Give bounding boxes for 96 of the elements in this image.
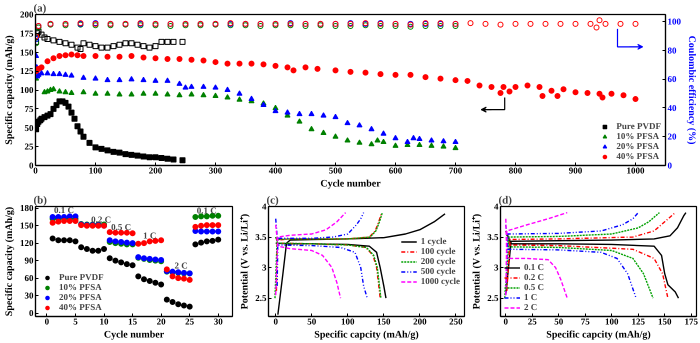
y-tick-label: 50: [24, 122, 34, 133]
annotation: 0.1 C: [196, 206, 217, 216]
x-tick-label: 150: [377, 316, 392, 326]
y-axis-title: Specific capacity (mAh/g): [4, 206, 15, 316]
legend-label: 2 C: [524, 302, 538, 312]
y2-tick-label: 80: [668, 45, 677, 56]
legend-label: 1000 cycle: [420, 276, 460, 286]
y2-tick-label: 20: [668, 132, 677, 142]
x-tick-label: 100: [341, 316, 356, 326]
legend-label: 20% PFSA: [616, 141, 660, 151]
y2-tick-label: 60: [668, 74, 677, 84]
y-tick-label: 4: [494, 202, 499, 212]
y-tick-label: 2.5: [255, 293, 267, 304]
legend-label: 1 C: [524, 292, 538, 302]
legend-label: Pure PVDF: [616, 121, 661, 131]
y-tick-label: 30: [24, 290, 34, 301]
x-tick-label: 150: [658, 316, 672, 326]
annotation: 2 C: [174, 260, 188, 270]
y2-tick-label: 100: [668, 16, 682, 27]
x-tick-label: 200: [413, 316, 428, 326]
legend-label: 40% PFSA: [616, 151, 660, 161]
x-tick-label: 500: [328, 166, 343, 176]
x-tick-label: 200: [148, 166, 163, 176]
legend-label: 100 cycle: [420, 246, 456, 256]
x-tick-label: 100: [88, 166, 103, 176]
x-tick-label: 700: [448, 166, 463, 176]
x-tick-label: 175: [684, 316, 698, 326]
y-tick-label: 100: [20, 85, 34, 95]
y-tick-label: 0: [29, 308, 34, 318]
x-tick-label: 25: [528, 316, 538, 326]
x-tick-label: 50: [307, 316, 317, 326]
y-tick-label: 2.5: [487, 293, 499, 304]
x-tick-label: 1000: [626, 166, 645, 176]
y-tick-label: 150: [20, 47, 34, 58]
x-tick-label: 100: [604, 316, 619, 326]
y-tick-label: 200: [20, 10, 34, 20]
x-tick-label: 900: [568, 166, 583, 176]
y-tick-label: 90: [24, 256, 34, 266]
y-axis-title: Specific capacity (mAh/g): [4, 35, 15, 145]
x-axis-title: Cycle number: [320, 178, 382, 190]
legend-label: 10% PFSA: [616, 131, 660, 141]
x-tick-label: 30: [214, 316, 224, 326]
y-tick-label: 175: [20, 28, 34, 38]
annotation: 0.5 C: [111, 222, 132, 232]
chart-title: (b): [34, 194, 48, 206]
chart-title: (d): [498, 194, 512, 206]
legend-label: 500 cycle: [420, 266, 456, 276]
legend-label: 20% PFSA: [59, 292, 102, 302]
x-tick-label: 0: [273, 316, 278, 326]
y2-tick-label: 40: [668, 102, 677, 113]
y-tick-label: 3.5: [487, 232, 499, 242]
chart-title: (a): [34, 2, 47, 14]
x-tick-label: 25: [185, 316, 195, 326]
legend-label: 10% PFSA: [59, 282, 102, 292]
x-tick-label: 10: [100, 316, 110, 326]
y-tick-label: 150: [20, 220, 34, 231]
x-tick-label: 400: [268, 166, 283, 176]
x-axis-title: Specific capcity (mAh/g): [546, 330, 651, 340]
y-tick-label: 3.5: [255, 232, 267, 242]
x-tick-label: 50: [554, 316, 564, 326]
legend-label: Pure PVDF: [59, 272, 104, 282]
x-tick-label: 125: [631, 316, 646, 326]
x-tick-label: 20: [156, 316, 166, 326]
y2-axis-title: Coulombic efficiency (%): [686, 36, 697, 144]
annotation: 0.1 C: [54, 204, 74, 215]
x-tick-label: 250: [449, 316, 464, 326]
y-tick-label: 120: [20, 238, 34, 248]
y-tick-label: 3: [494, 262, 499, 273]
legend-label: 0.2 C: [524, 272, 544, 282]
x-tick-label: 5: [73, 316, 78, 326]
x-tick-label: 15: [128, 316, 138, 326]
y-tick-label: 75: [24, 104, 34, 114]
x-tick-label: 75: [580, 316, 590, 326]
legend-label: 1 cycle: [420, 236, 446, 246]
x-axis-title: Specific capcity (mAh/g): [314, 330, 419, 340]
legend-label: 200 cycle: [420, 256, 456, 266]
x-tick-label: 0: [504, 316, 509, 326]
y-tick-label: 125: [20, 66, 34, 76]
x-tick-label: 600: [388, 166, 403, 176]
x-tick-label: 300: [208, 166, 223, 176]
legend-label: 0.1 C: [524, 262, 544, 272]
annotation: 0.2 C: [91, 214, 112, 224]
y-tick-label: 60: [24, 273, 34, 284]
legend-label: 0.5 C: [524, 282, 544, 292]
y-tick-label: 4: [262, 202, 267, 212]
y-axis-title: Potential (V vs. Li/Li⁺): [239, 214, 250, 310]
annotation: 1 C: [143, 230, 156, 241]
y-tick-label: 3: [262, 262, 267, 273]
y-tick-label: 180: [20, 203, 34, 214]
y-axis-title: Potential (V vs. Li/Li⁺): [471, 214, 482, 310]
chart-title: (c): [266, 194, 280, 206]
x-tick-label: 800: [508, 166, 523, 176]
y-tick-label: 25: [24, 142, 34, 152]
x-tick-label: 0: [44, 316, 50, 326]
x-axis-title: Cycle number: [104, 330, 165, 340]
legend-label: 40% PFSA: [59, 302, 102, 312]
